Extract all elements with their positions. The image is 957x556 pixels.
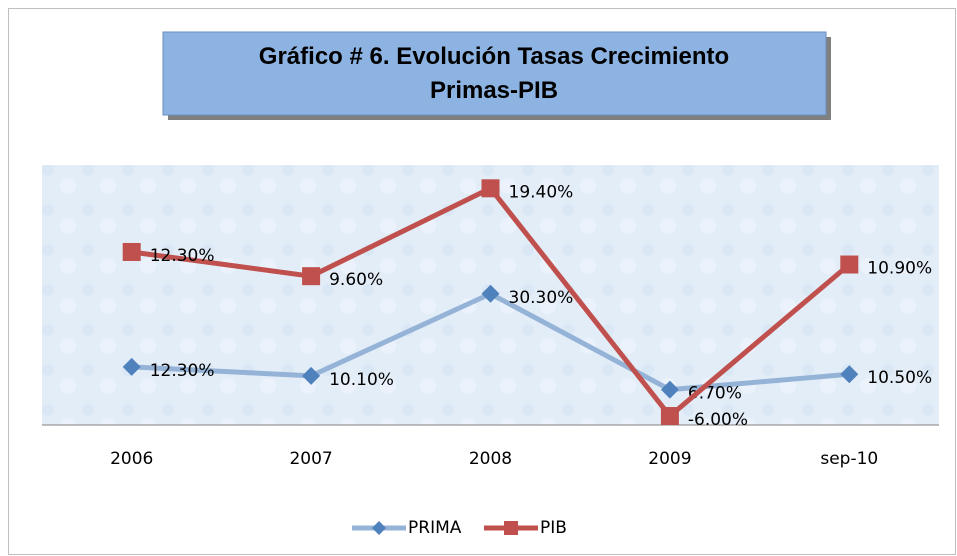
x-tick-label: 2008	[469, 449, 512, 469]
marker	[302, 267, 321, 286]
x-tick-label: 2009	[648, 449, 691, 469]
marker	[840, 255, 859, 274]
data-label: 30.30%	[509, 288, 574, 308]
x-tick-label: sep-10	[820, 449, 878, 469]
data-label: 19.40%	[509, 182, 574, 202]
marker	[302, 366, 321, 385]
legend-label: PIB	[540, 518, 567, 538]
data-label: 10.50%	[867, 368, 932, 388]
marker	[660, 380, 679, 399]
data-label: 9.60%	[329, 270, 383, 290]
title-box	[162, 31, 827, 116]
data-label: 12.30%	[150, 361, 215, 381]
marker	[122, 242, 141, 261]
chart-title: Gráfico # 6. Evolución Tasas Crecimiento…	[259, 43, 729, 104]
x-tick-label: 2006	[110, 449, 153, 469]
x-tick-label: 2007	[289, 449, 332, 469]
marker	[840, 365, 859, 384]
data-label: -6.00%	[688, 410, 748, 430]
legend-marker	[372, 521, 386, 535]
data-label: 10.90%	[867, 259, 932, 279]
marker	[660, 407, 679, 426]
marker	[122, 357, 141, 376]
legend-label: PRIMA	[408, 518, 462, 538]
legend-marker	[504, 521, 518, 535]
data-label: 12.30%	[150, 246, 215, 266]
data-label: 10.10%	[329, 370, 394, 390]
marker	[481, 284, 500, 303]
marker	[481, 179, 500, 198]
